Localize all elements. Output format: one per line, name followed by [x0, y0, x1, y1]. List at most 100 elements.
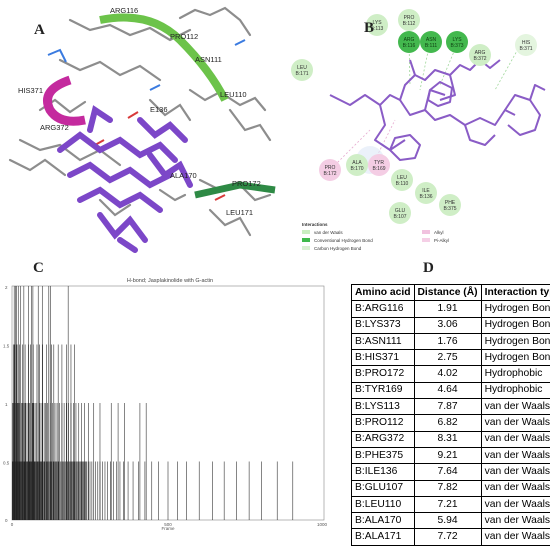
y-tick-label: 0	[5, 518, 8, 523]
panel-c-label: C	[33, 260, 44, 277]
residue-chain: B:136	[419, 194, 432, 200]
distance-cell: 1.91	[414, 301, 481, 317]
interaction-type-cell: Hydrogen Bond	[481, 317, 550, 333]
hbond-chart: H-bond; Jasplakinolide with G-actin 2 1.…	[0, 262, 340, 531]
interaction-2d-map: LYSB:113PROB:112ARGB:116ASNB:111LYSB:373…	[290, 0, 550, 255]
interaction-type-cell: van der Waals	[481, 447, 550, 463]
distance-cell: 7.64	[414, 464, 481, 480]
y-axis: 2 1.5 1 0.5 0	[3, 285, 10, 523]
legend-swatch	[422, 238, 430, 242]
residue-label: LEU110	[220, 90, 247, 99]
residue-label: HIS371	[18, 86, 43, 95]
interaction-type-cell: van der Waals	[481, 399, 550, 415]
column-header: Interaction type	[481, 285, 550, 301]
panel-d-table: D Amino acid Distance (Å) Interaction ty…	[343, 262, 550, 531]
amino-acid-cell: B:ILE136	[352, 464, 415, 480]
interaction-type-cell: Hydrophobic	[481, 382, 550, 398]
distance-cell: 5.94	[414, 513, 481, 529]
residue-chain: B:375	[443, 206, 456, 212]
legend: Interactions van der Waals Conventional …	[302, 222, 449, 251]
amino-acid-cell: B:ARG116	[352, 301, 415, 317]
amino-acid-cell: B:PHE375	[352, 447, 415, 463]
panel-d-label: D	[423, 260, 434, 277]
distance-cell: 7.72	[414, 529, 481, 545]
x-tick-label: 0	[11, 522, 14, 527]
legend-swatch	[302, 230, 310, 234]
y-tick-label: 2	[5, 285, 8, 290]
residue-chain: B:111	[425, 43, 438, 49]
residue-chain: B:373	[450, 43, 463, 49]
distance-cell: 4.64	[414, 382, 481, 398]
residue-chain: B:116	[403, 43, 416, 49]
column-header: Amino acid	[352, 285, 415, 301]
residue-label: LEU171	[226, 208, 253, 217]
interaction-type-cell: van der Waals	[481, 431, 550, 447]
residue-chain: B:110	[396, 181, 409, 187]
residue-chain: B:372	[473, 56, 486, 62]
interaction-type-cell: van der Waals	[481, 529, 550, 545]
interaction-type-cell: van der Waals	[481, 480, 550, 496]
interaction-table: Amino acid Distance (Å) Interaction type…	[351, 284, 550, 546]
distance-cell: 6.82	[414, 415, 481, 431]
legend-label: Conventional Hydrogen Bond	[314, 238, 373, 243]
residue-chain: B:172	[323, 171, 336, 177]
panel-a-3d-structure: A	[0, 0, 288, 255]
residue-label: ASN111	[195, 55, 222, 64]
y-tick-label: 1.5	[3, 344, 10, 349]
y-tick-label: 1	[5, 402, 8, 407]
residue-chain: B:107	[393, 214, 406, 220]
residue-label: E136	[150, 105, 168, 114]
x-axis-label: Frame	[161, 526, 174, 531]
legend-label: Pi-Alkyl	[434, 238, 449, 243]
x-tick-label: 1000	[317, 522, 328, 527]
distance-cell: 9.21	[414, 447, 481, 463]
distance-cell: 8.31	[414, 431, 481, 447]
interaction-type-cell: Hydrophobic	[481, 366, 550, 382]
distance-cell: 7.82	[414, 480, 481, 496]
table-header-row: Amino acid Distance (Å) Interaction type	[352, 285, 550, 301]
distance-cell: 1.76	[414, 333, 481, 349]
residue-label: ALA170	[170, 171, 197, 180]
amino-acid-cell: B:GLU107	[352, 480, 415, 496]
amino-acid-cell: B:TYR169	[352, 382, 415, 398]
x-axis: 0 500 1000 Frame	[11, 522, 328, 531]
amino-acid-cell: B:ASN111	[352, 333, 415, 349]
distance-cell: 4.02	[414, 366, 481, 382]
interaction-type-cell: Hydrogen Bond	[481, 301, 550, 317]
ligand-skeleton	[330, 60, 545, 160]
legend-title: Interactions	[302, 222, 328, 227]
interaction-type-cell: Hydrogen Bond	[481, 350, 550, 366]
legend-label: van der Waals	[314, 230, 343, 235]
residue-label: ARG372	[40, 123, 69, 132]
amino-acid-cell: B:ALA171	[352, 529, 415, 545]
amino-acid-cell: B:PRO112	[352, 415, 415, 431]
interaction-type-cell: van der Waals	[481, 496, 550, 512]
y-tick-label: 0.5	[3, 461, 10, 466]
legend-label: Carbon Hydrogen Bond	[314, 246, 362, 251]
residue-chain: B:371	[519, 46, 532, 52]
panel-b-label: B	[364, 20, 374, 37]
amino-acid-cell: B:LEU110	[352, 496, 415, 512]
chart-title: H-bond; Jasplakinolide with G-actin	[127, 278, 213, 284]
amino-acid-cell: B:LYS373	[352, 317, 415, 333]
panel-c-hbond-plot: C H-bond; Jasplakinolide with G-actin 2 …	[0, 262, 340, 531]
distance-cell: 3.06	[414, 317, 481, 333]
distance-cell: 7.21	[414, 496, 481, 512]
distance-cell: 2.75	[414, 350, 481, 366]
interaction-type-cell: Hydrogen Bond	[481, 333, 550, 349]
residue-chain: B:169	[372, 166, 385, 172]
legend-swatch	[302, 238, 310, 242]
